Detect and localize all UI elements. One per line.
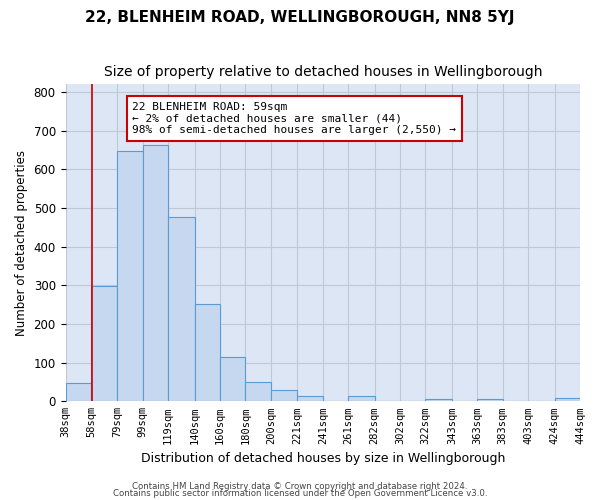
Text: Contains public sector information licensed under the Open Government Licence v3: Contains public sector information licen…	[113, 490, 487, 498]
X-axis label: Distribution of detached houses by size in Wellingborough: Distribution of detached houses by size …	[140, 452, 505, 465]
Text: 22, BLENHEIM ROAD, WELLINGBOROUGH, NN8 5YJ: 22, BLENHEIM ROAD, WELLINGBOROUGH, NN8 5…	[85, 10, 515, 25]
Bar	[118, 151, 143, 402]
Title: Size of property relative to detached houses in Wellingborough: Size of property relative to detached ho…	[104, 65, 542, 79]
Y-axis label: Number of detached properties: Number of detached properties	[15, 150, 28, 336]
Bar	[298, 396, 323, 402]
Bar	[271, 390, 298, 402]
Bar	[168, 218, 195, 402]
Bar	[195, 304, 220, 402]
Bar	[478, 400, 503, 402]
Bar	[143, 146, 168, 402]
Bar	[91, 286, 118, 402]
Bar	[425, 400, 452, 402]
Bar	[65, 383, 91, 402]
Bar	[348, 396, 375, 402]
Bar	[220, 357, 245, 402]
Text: Contains HM Land Registry data © Crown copyright and database right 2024.: Contains HM Land Registry data © Crown c…	[132, 482, 468, 491]
Bar	[245, 382, 271, 402]
Text: 22 BLENHEIM ROAD: 59sqm
← 2% of detached houses are smaller (44)
98% of semi-det: 22 BLENHEIM ROAD: 59sqm ← 2% of detached…	[133, 102, 457, 135]
Bar	[554, 398, 580, 402]
